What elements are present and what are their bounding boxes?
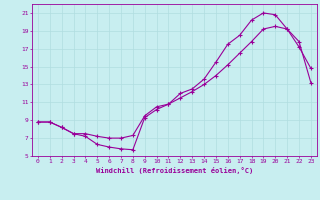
X-axis label: Windchill (Refroidissement éolien,°C): Windchill (Refroidissement éolien,°C) <box>96 167 253 174</box>
